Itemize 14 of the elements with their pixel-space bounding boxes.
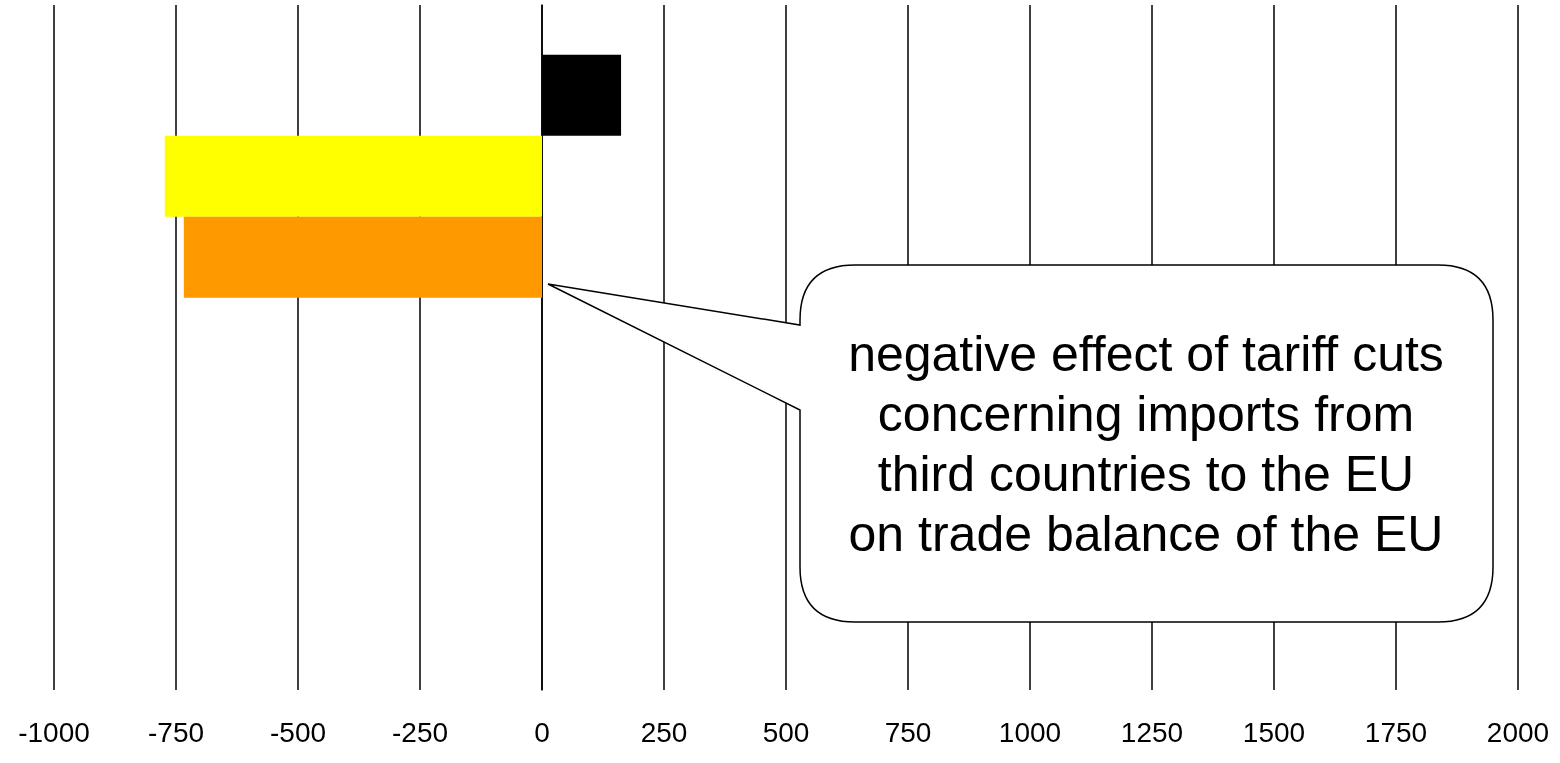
x-tick-label: -750 [147, 716, 205, 748]
x-tick-label: 1750 [1364, 716, 1428, 748]
x-tick-label: 1250 [1120, 716, 1184, 748]
x-tick-label: 750 [884, 716, 932, 748]
x-tick-label: 2000 [1486, 716, 1550, 748]
x-tick-label: 1000 [998, 716, 1062, 748]
x-tick-label: 500 [762, 716, 810, 748]
x-tick-label: 250 [640, 716, 688, 748]
x-tick-label: -1000 [18, 716, 90, 748]
x-tick-label: -250 [391, 716, 449, 748]
x-tick-label: 1500 [1242, 716, 1306, 748]
annotation: negative effect of tariff cuts concerning imports from third countries to the EU on trade balance of the EU [847, 324, 1445, 564]
x-tick-label: -500 [269, 716, 327, 748]
x-tick-label: 0 [534, 716, 550, 748]
